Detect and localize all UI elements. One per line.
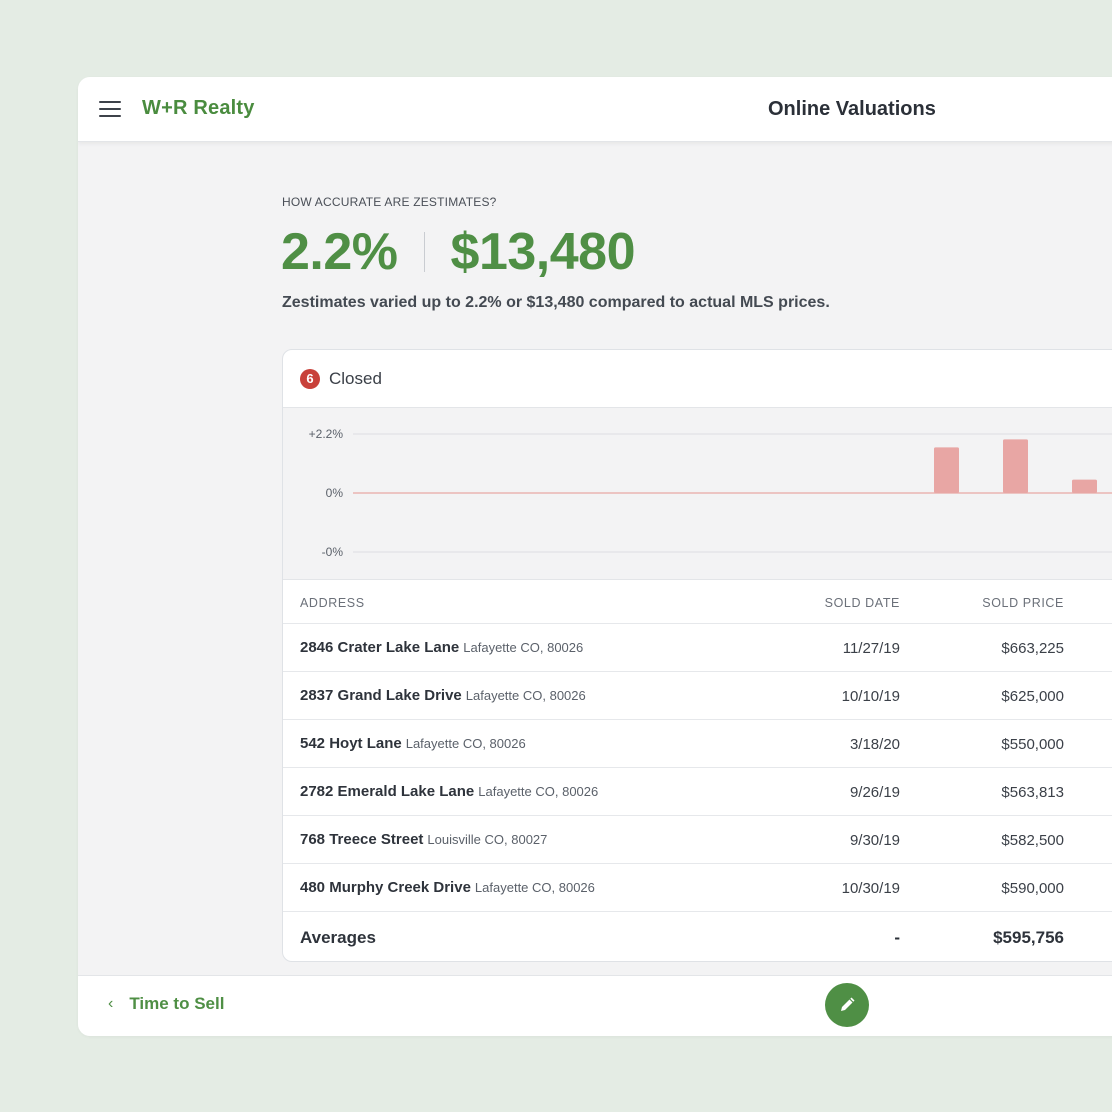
table-row[interactable]: 542 Hoyt Lane Lafayette CO, 80026 3/18/20… [283, 720, 1112, 768]
accuracy-summary: Zestimates varied up to 2.2% or $13,480 … [282, 294, 830, 311]
row-sold-date: 9/26/19 [849, 784, 900, 801]
column-header-sold-date[interactable]: SOLD DATE [824, 596, 900, 610]
averages-sold-date: - [894, 928, 900, 947]
accuracy-stats: 2.2% $13,480 [281, 222, 636, 282]
row-city: Lafayette CO, 80026 [463, 640, 584, 655]
row-street: 2837 Grand Lake Drive [300, 687, 462, 704]
row-street: 2782 Emerald Lake Lane [300, 783, 475, 800]
row-sold-date: 9/30/19 [849, 832, 900, 849]
hamburger-menu-icon[interactable] [99, 101, 121, 118]
section-eyebrow: HOW ACCURATE ARE ZESTIMATES? [282, 195, 497, 209]
table-row[interactable]: 480 Murphy Creek Drive Lafayette CO, 8002… [283, 864, 1112, 912]
variance-bar[interactable] [1072, 479, 1097, 493]
row-street: 2846 Crater Lake Lane [300, 639, 460, 656]
chevron-left-icon: ‹ [108, 995, 114, 1012]
tick-label-bottom: -0% [322, 545, 344, 559]
row-street: 480 Murphy Creek Drive [300, 879, 471, 896]
page-title: Online Valuations [768, 98, 936, 120]
variance-bar[interactable] [1003, 439, 1028, 493]
row-sold-price: $590,000 [1001, 880, 1064, 897]
column-header-sold-price[interactable]: SOLD PRICE [982, 596, 1064, 610]
accuracy-amount: $13,480 [450, 223, 636, 281]
row-address: 2782 Emerald Lake Lane Lafayette CO, 8002… [300, 783, 598, 800]
row-sold-price: $582,500 [1001, 832, 1064, 849]
row-sold-date: 3/18/20 [849, 736, 900, 753]
variance-chart-svg: +2.2% 0% -0% [309, 427, 1112, 559]
variance-bar[interactable] [934, 447, 959, 493]
row-address: 480 Murphy Creek Drive Lafayette CO, 8002… [300, 879, 595, 896]
table-row[interactable]: 2846 Crater Lake Lane Lafayette CO, 80026… [283, 624, 1112, 672]
accuracy-percent: 2.2% [281, 223, 398, 281]
row-street: 768 Treece Street [300, 831, 424, 848]
count-badge: 6 [300, 368, 320, 389]
tick-label-zero: 0% [326, 486, 344, 500]
row-street: 542 Hoyt Lane [300, 735, 402, 752]
back-link-label: Time to Sell [129, 994, 225, 1013]
row-address: 542 Hoyt Lane Lafayette CO, 80026 [300, 735, 526, 752]
row-sold-date: 11/27/19 [842, 640, 900, 657]
column-header-address[interactable]: ADDRESS [300, 596, 365, 610]
averages-sold-price: $595,756 [993, 928, 1064, 947]
row-city: Lafayette CO, 80026 [465, 688, 586, 703]
row-sold-price: $663,225 [1001, 640, 1064, 657]
row-address: 768 Treece Street Louisville CO, 80027 [300, 831, 547, 848]
row-sold-price: $563,813 [1001, 784, 1064, 801]
table-row[interactable]: 2782 Emerald Lake Lane Lafayette CO, 8002… [283, 768, 1112, 816]
closed-listings-card: 6 Closed +2.2% 0% -0% ADDRESS SOLD DATE SO… [282, 349, 1112, 962]
row-city: Lafayette CO, 80026 [405, 736, 526, 751]
row-sold-date: 10/10/19 [841, 688, 900, 705]
averages-label: Averages [300, 928, 376, 947]
tick-label-top: +2.2% [309, 427, 344, 441]
row-sold-date: 10/30/19 [841, 880, 900, 897]
bottom-bar: ‹ Time to Sell [78, 975, 1112, 1036]
row-sold-price: $625,000 [1001, 688, 1064, 705]
card-title: Closed [329, 368, 382, 388]
top-bar: W+R Realty Online Valuations [78, 77, 1112, 142]
back-to-time-to-sell-link[interactable]: ‹ Time to Sell [108, 994, 224, 1014]
stat-divider [423, 232, 425, 272]
brand-logo[interactable]: W+R Realty [142, 97, 255, 119]
pencil-icon [841, 997, 855, 1011]
table-row[interactable]: 2837 Grand Lake Drive Lafayette CO, 80026… [283, 672, 1112, 720]
row-city: Lafayette CO, 80026 [474, 880, 595, 895]
averages-row: Averages - $595,756 [283, 912, 1112, 961]
edit-button[interactable] [825, 983, 869, 1027]
variance-chart: +2.2% 0% -0% [283, 408, 1112, 580]
row-sold-price: $550,000 [1001, 736, 1064, 753]
table-header: ADDRESS SOLD DATE SOLD PRICE [283, 580, 1112, 624]
row-address: 2846 Crater Lake Lane Lafayette CO, 80026 [300, 639, 583, 656]
row-address: 2837 Grand Lake Drive Lafayette CO, 80026 [300, 687, 586, 704]
table-row[interactable]: 768 Treece Street Louisville CO, 80027 9/… [283, 816, 1112, 864]
app-window: W+R Realty Online Valuations HOW ACCURAT… [78, 77, 1112, 1036]
row-city: Lafayette CO, 80026 [478, 784, 599, 799]
card-header: 6 Closed [283, 350, 1112, 408]
row-city: Louisville CO, 80027 [427, 832, 548, 847]
